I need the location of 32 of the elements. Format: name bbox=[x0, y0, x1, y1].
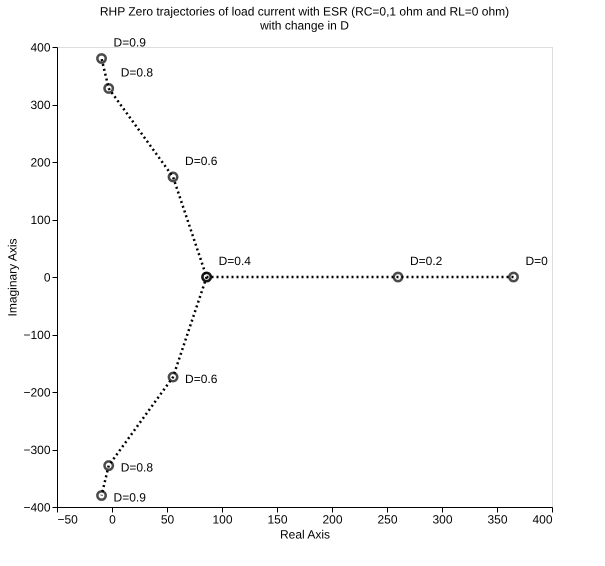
x-tick-label: 250 bbox=[377, 512, 398, 526]
y-tick-label: 200 bbox=[30, 156, 51, 170]
annotation: D=0.8 bbox=[120, 65, 154, 80]
x-tick-label: 150 bbox=[267, 512, 288, 526]
x-tick-label: −50 bbox=[58, 512, 78, 526]
annotation: D=0.6 bbox=[185, 372, 218, 386]
annotation: D=0.9 bbox=[114, 36, 146, 50]
x-tick-label: 200 bbox=[322, 512, 343, 526]
annotation: D=0.9 bbox=[114, 490, 146, 504]
y-tick-label: −300 bbox=[23, 443, 51, 457]
y-tick-label: 400 bbox=[30, 40, 51, 54]
text: RHP Zero trajectories of load current with ESR (RC=0,1 ohm and RL=0 ohm) bbox=[100, 4, 510, 18]
y-tick-label: −200 bbox=[23, 386, 51, 400]
y-tick-label: 300 bbox=[30, 98, 51, 112]
x-tick-label: 100 bbox=[212, 512, 233, 526]
x-tick-label: 50 bbox=[160, 512, 174, 526]
y-axis-title: Imaginary Axis bbox=[5, 238, 20, 317]
y-tick-label: 100 bbox=[30, 213, 51, 227]
annotation: D=0.2 bbox=[410, 254, 443, 268]
annotation: D=0.8 bbox=[120, 460, 154, 475]
annotation: D=0.4 bbox=[218, 254, 252, 268]
x-tick-label: 0 bbox=[109, 512, 116, 526]
x-tick-label: 400 bbox=[532, 512, 553, 526]
y-tick-label: −100 bbox=[23, 328, 51, 342]
y-tick-label: −400 bbox=[23, 500, 51, 514]
annotation: D=0 bbox=[526, 254, 548, 268]
x-axis-title: Real Axis bbox=[280, 528, 330, 542]
x-tick-label: 350 bbox=[487, 512, 508, 526]
annotation: D=0.6 bbox=[185, 154, 218, 168]
x-tick-label: 300 bbox=[432, 512, 453, 526]
text: with change in D bbox=[260, 18, 349, 32]
y-tick-label: 0 bbox=[44, 270, 51, 284]
